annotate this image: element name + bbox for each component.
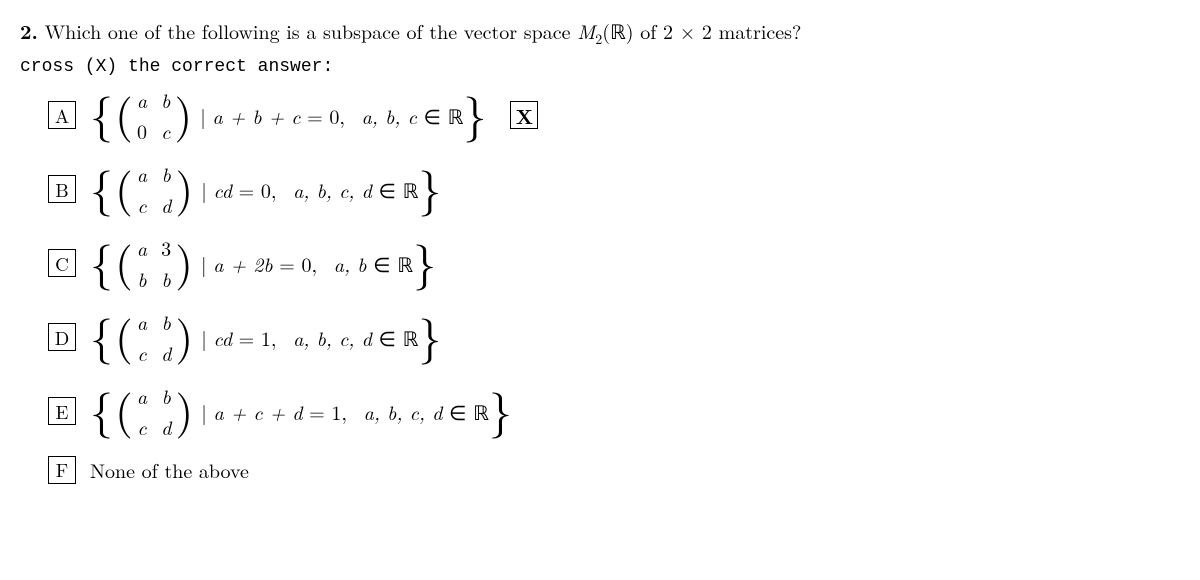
- option-f-text: None of the above: [90, 455, 249, 484]
- option-label-a: A: [48, 101, 76, 129]
- option-label-e: E: [48, 397, 76, 425]
- option-e[interactable]: E { ( ab cd ) | a + c + d = 1, a, b, c, …: [48, 381, 1180, 441]
- option-a[interactable]: A { ( ab 0c ) | a + b + c = 0, a, b, c ∈…: [48, 85, 1180, 145]
- option-f[interactable]: F None of the above: [48, 455, 1180, 484]
- question-number: 2.: [20, 16, 38, 45]
- option-label-d: D: [48, 323, 76, 351]
- option-label-c: C: [48, 249, 76, 277]
- space-symbol: M: [577, 16, 595, 45]
- question-after: of 2 × 2 matrices?: [634, 16, 802, 45]
- space-field: (ℝ): [602, 16, 633, 45]
- option-c-math: { ( a3 bb ) | a + 2b = 0, a, b ∈ ℝ }: [90, 233, 436, 293]
- mark-x: X: [510, 101, 538, 129]
- option-a-math: { ( ab 0c ) | a + b + c = 0, a, b, c ∈ ℝ…: [90, 85, 486, 145]
- instruction: cross (X) the correct answer:: [20, 57, 1180, 77]
- option-label-f: F: [48, 456, 76, 484]
- question-before: Which one of the following is a subspace…: [45, 16, 578, 45]
- option-d-math: { ( ab cd ) | cd = 1, a, b, c, d ∈ ℝ }: [90, 307, 441, 367]
- option-label-b: B: [48, 175, 76, 203]
- question-text: 2. Which one of the following is a subsp…: [20, 16, 1180, 49]
- option-b-math: { ( ab cd ) | cd = 0, a, b, c, d ∈ ℝ }: [90, 159, 441, 219]
- options-list: A { ( ab 0c ) | a + b + c = 0, a, b, c ∈…: [48, 85, 1180, 484]
- option-c[interactable]: C { ( a3 bb ) | a + 2b = 0, a, b ∈ ℝ }: [48, 233, 1180, 293]
- option-b[interactable]: B { ( ab cd ) | cd = 0, a, b, c, d ∈ ℝ }: [48, 159, 1180, 219]
- option-e-math: { ( ab cd ) | a + c + d = 1, a, b, c, d …: [90, 381, 512, 441]
- option-d[interactable]: D { ( ab cd ) | cd = 1, a, b, c, d ∈ ℝ }: [48, 307, 1180, 367]
